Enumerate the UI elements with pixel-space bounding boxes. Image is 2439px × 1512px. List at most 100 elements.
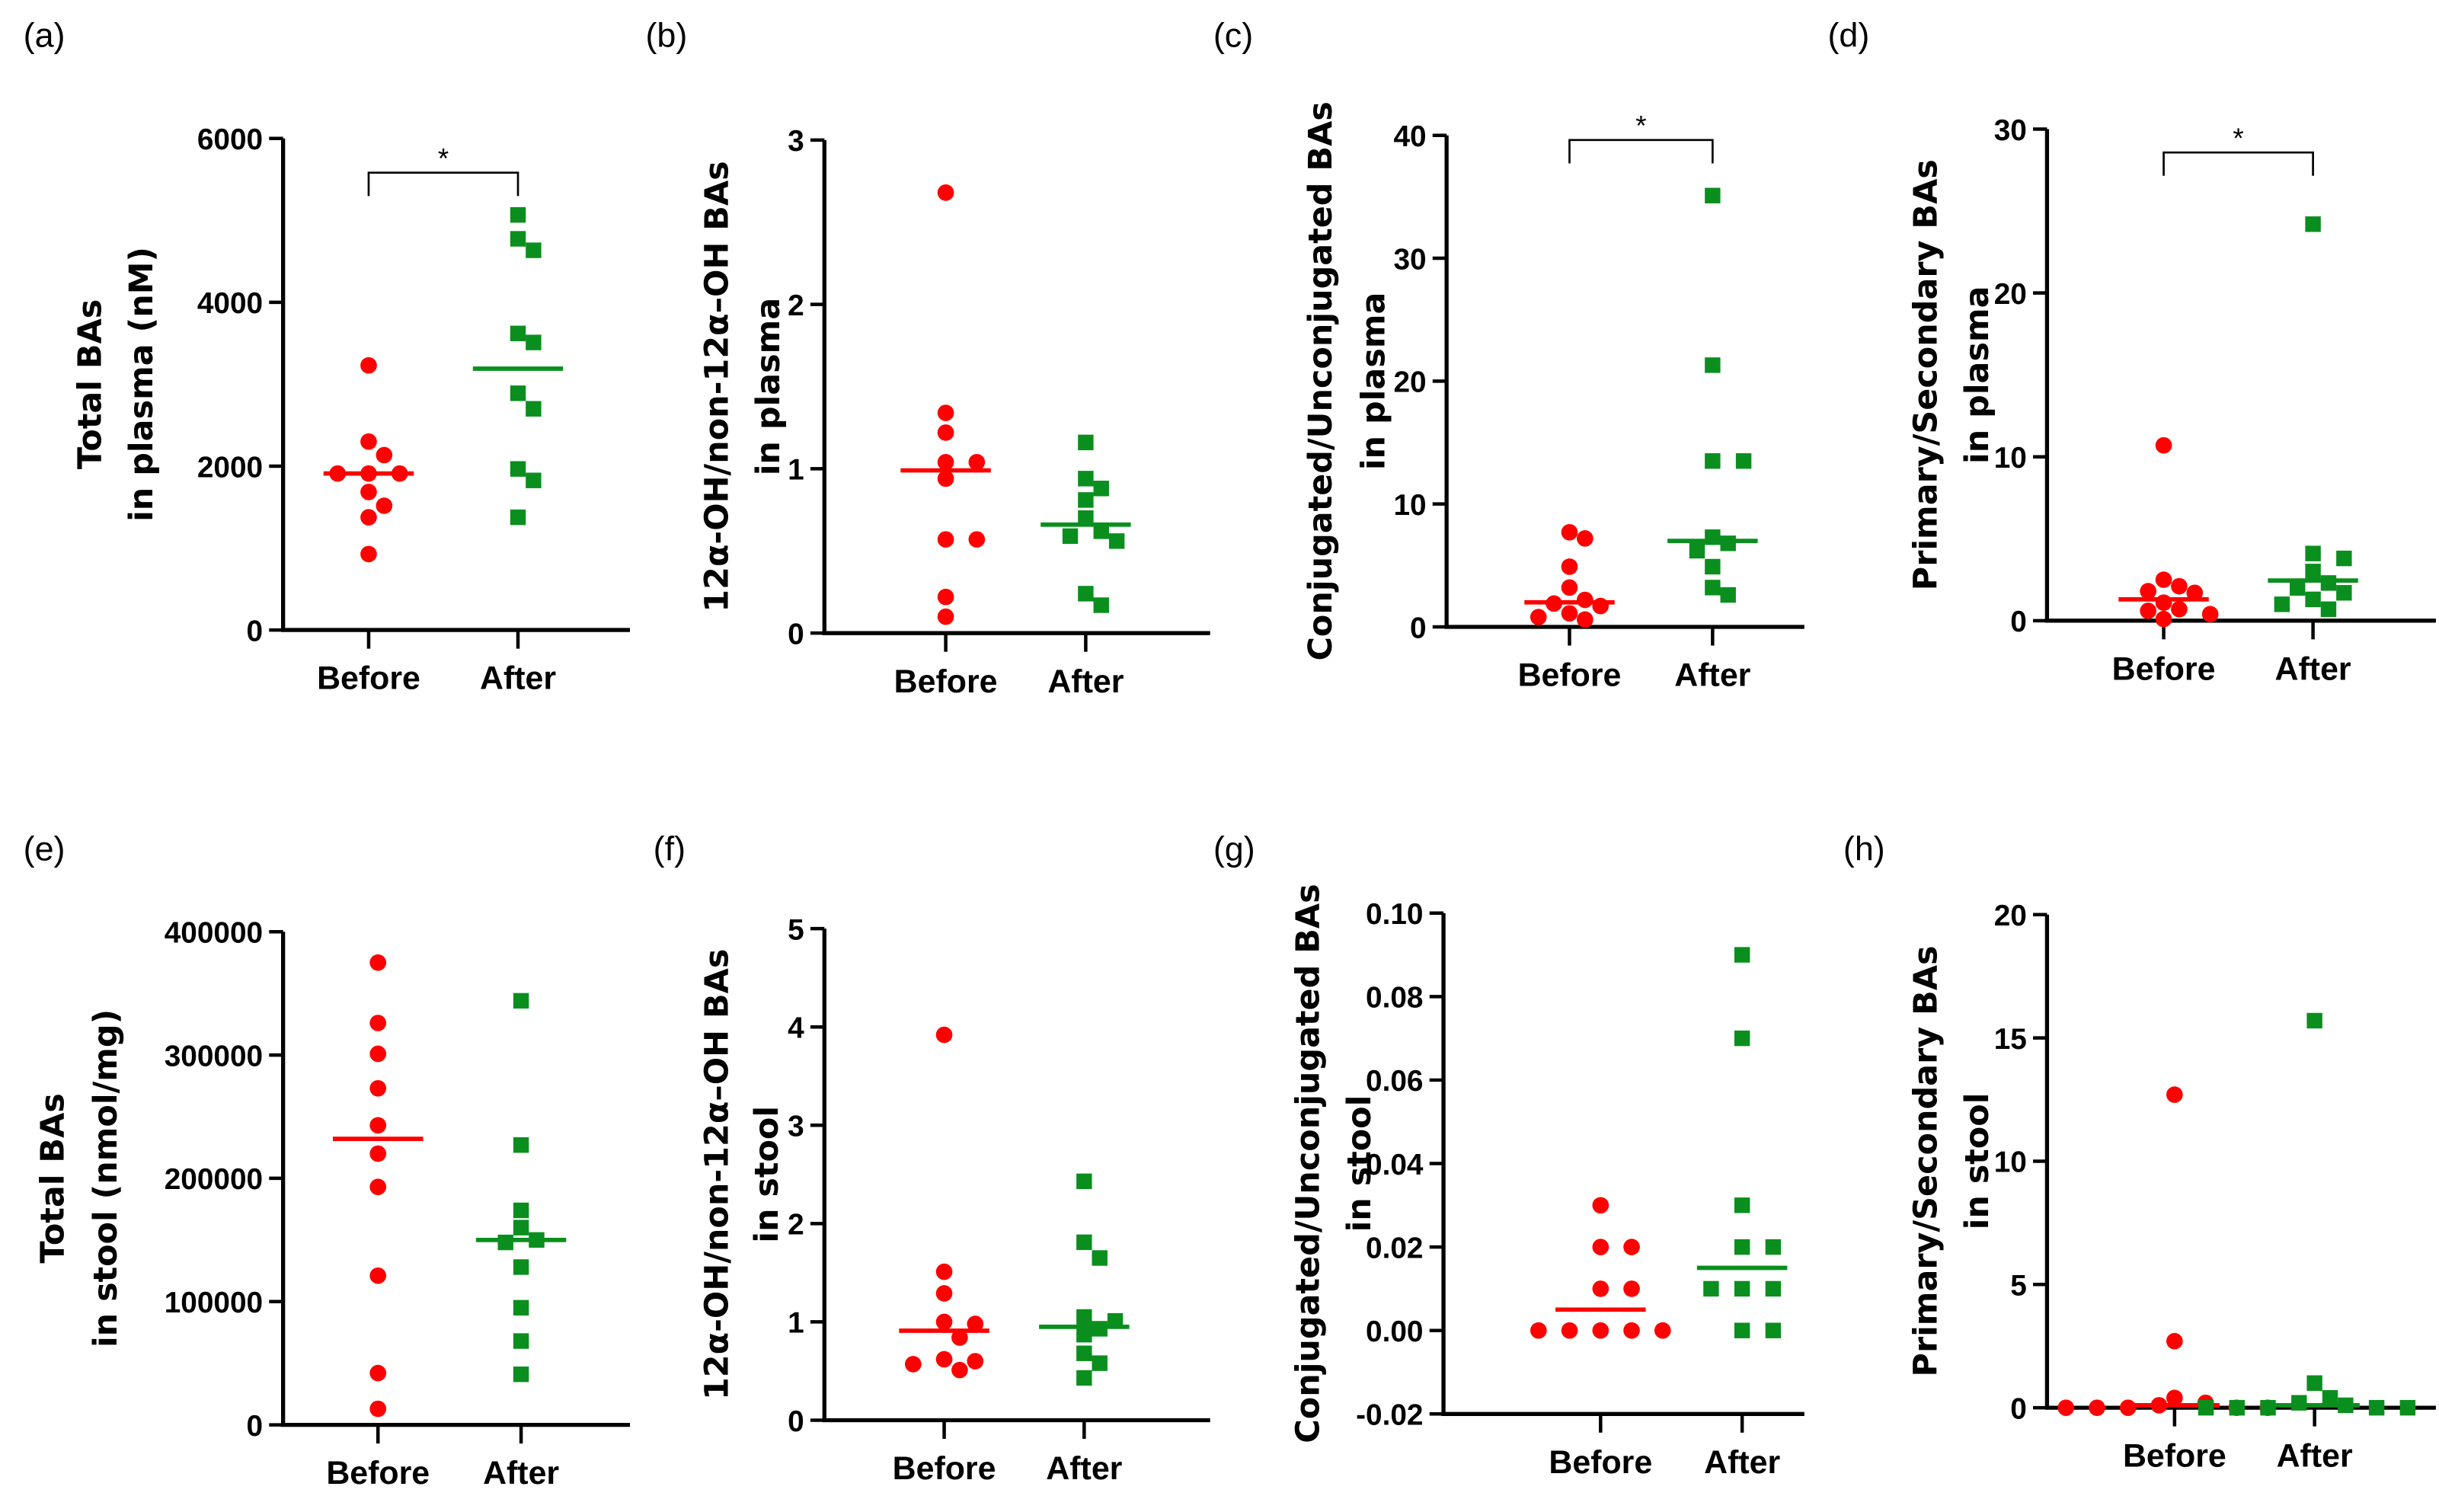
y-tick-label: 0 bbox=[2010, 606, 2027, 638]
data-point-before bbox=[2155, 610, 2172, 628]
data-point-after bbox=[1093, 481, 1109, 497]
data-point-after bbox=[1078, 471, 1094, 487]
panel-label: (g) bbox=[1213, 829, 1255, 868]
data-point-before bbox=[1623, 1280, 1640, 1297]
x-tick-label: Before bbox=[2123, 1438, 2226, 1475]
data-point-after bbox=[2305, 591, 2321, 608]
data-point-after bbox=[1092, 1250, 1108, 1266]
x-tick-label: Before bbox=[326, 1455, 430, 1491]
y-tick-label: 4 bbox=[788, 1012, 804, 1045]
data-point-after bbox=[2336, 585, 2352, 601]
data-point-before bbox=[967, 1353, 984, 1370]
data-point-before bbox=[937, 470, 954, 487]
data-point-before bbox=[937, 184, 954, 201]
data-point-after bbox=[526, 401, 542, 417]
data-point-before bbox=[967, 1315, 984, 1332]
significance-star: * bbox=[2233, 123, 2243, 154]
significance-bracket bbox=[367, 171, 519, 197]
y-tick-label: 10 bbox=[1994, 1146, 2027, 1179]
data-point-after bbox=[513, 1333, 529, 1349]
y-tick-label: 10 bbox=[1994, 442, 2027, 475]
data-point-before bbox=[951, 1329, 968, 1346]
data-point-before bbox=[1561, 523, 1578, 541]
x-tick-label: Before bbox=[317, 660, 420, 697]
y-tick-label: 20 bbox=[1994, 900, 2027, 932]
panel-label: (d) bbox=[1827, 15, 1869, 54]
panel-label: (f) bbox=[654, 829, 686, 868]
data-point-after bbox=[1703, 1280, 1719, 1297]
data-point-after bbox=[2399, 1399, 2416, 1416]
data-point-before bbox=[2155, 436, 2172, 454]
data-point-before bbox=[2155, 594, 2172, 612]
data-point-before bbox=[1561, 1322, 1578, 1339]
data-point-after bbox=[1108, 533, 1125, 549]
y-tick-label: 200000 bbox=[165, 1163, 263, 1196]
x-tick-label: Before bbox=[1549, 1444, 1652, 1481]
y-tick-label: 400000 bbox=[165, 917, 263, 950]
y-tick-label: 40 bbox=[1393, 120, 1426, 153]
data-point-after bbox=[513, 1202, 529, 1219]
y-tick-label: 30 bbox=[1393, 243, 1426, 276]
data-point-before bbox=[968, 453, 986, 471]
panel-g: (g) -0.02 0.00 0.02 0.04 0.06 0.08 0.10 Before Af… bbox=[1213, 829, 1804, 1481]
panel-label: (h) bbox=[1843, 829, 1885, 868]
y-tick-label: 300000 bbox=[165, 1040, 263, 1072]
data-point-after bbox=[1720, 535, 1736, 551]
data-point-before bbox=[968, 531, 986, 548]
data-point-before bbox=[360, 484, 377, 500]
y-tick-label: 0 bbox=[788, 1405, 804, 1438]
data-point-before bbox=[951, 1361, 968, 1379]
panel-label: (c) bbox=[1213, 15, 1253, 54]
significance-star: * bbox=[438, 143, 449, 174]
data-point-after bbox=[1689, 542, 1705, 559]
data-point-after bbox=[526, 242, 542, 258]
data-point-before bbox=[2119, 1399, 2137, 1416]
data-point-before bbox=[2140, 583, 2157, 599]
data-point-after bbox=[513, 1259, 529, 1275]
panel-h: (h) 0 5 10 15 20 Before After Primary/Secondary … bbox=[1843, 829, 2436, 1475]
data-point-after bbox=[2368, 1399, 2385, 1416]
y-axis-label: Conjugated/Unconjugated BAs bbox=[1290, 884, 1328, 1443]
data-point-after bbox=[1062, 528, 1079, 545]
panel-b: (b) 0 1 2 3 Before After 12α-OH/non-12α–OH BAs i… bbox=[645, 15, 1210, 700]
data-point-before bbox=[1623, 1239, 1640, 1255]
y-tick-label: 0 bbox=[788, 618, 804, 651]
data-point-after bbox=[1078, 434, 1094, 451]
data-point-before bbox=[369, 954, 387, 971]
y-tick-label: 4000 bbox=[197, 287, 263, 320]
y-axis-label: Primary/Secondary BAs bbox=[1907, 159, 1945, 590]
y-axis-label: Total BAs bbox=[34, 1093, 72, 1263]
data-point-after bbox=[1705, 187, 1721, 203]
data-point-before bbox=[2057, 1399, 2075, 1416]
data-point-after bbox=[2305, 545, 2321, 561]
y-axis-label: in plasma bbox=[1958, 286, 1996, 464]
data-point-after bbox=[2322, 1389, 2338, 1406]
data-point-after bbox=[2306, 1012, 2322, 1029]
data-point-before bbox=[376, 446, 393, 464]
data-point-before bbox=[937, 588, 954, 606]
data-point-before bbox=[369, 1145, 387, 1162]
data-point-after bbox=[1765, 1322, 1782, 1338]
data-point-before bbox=[369, 1178, 387, 1196]
y-axis-label: in plasma bbox=[1354, 292, 1392, 471]
data-point-before bbox=[2201, 606, 2219, 623]
data-point-before bbox=[369, 1400, 387, 1418]
y-tick-label: 0 bbox=[2010, 1392, 2027, 1425]
x-tick-label: After bbox=[1047, 663, 1124, 700]
data-point-after bbox=[510, 325, 526, 341]
y-tick-label: 0 bbox=[247, 615, 264, 647]
y-tick-label: 20 bbox=[1994, 278, 2027, 311]
data-point-after bbox=[1076, 1234, 1092, 1251]
data-point-after bbox=[1076, 1326, 1092, 1343]
data-point-after bbox=[1076, 1309, 1092, 1325]
data-point-after bbox=[1076, 1370, 1092, 1386]
data-point-after bbox=[1735, 453, 1752, 469]
y-tick-label: 15 bbox=[1994, 1023, 2027, 1056]
data-point-after bbox=[513, 1137, 529, 1153]
panel-label: (b) bbox=[645, 15, 687, 54]
significance-star: * bbox=[1635, 110, 1646, 142]
panel-c: (c) 0 10 20 30 40 Before After Conjugated/Unconj… bbox=[1213, 15, 1804, 694]
data-point-before bbox=[2186, 584, 2204, 602]
y-tick-label: 2 bbox=[788, 1209, 804, 1242]
significance-bracket bbox=[1568, 139, 1714, 164]
